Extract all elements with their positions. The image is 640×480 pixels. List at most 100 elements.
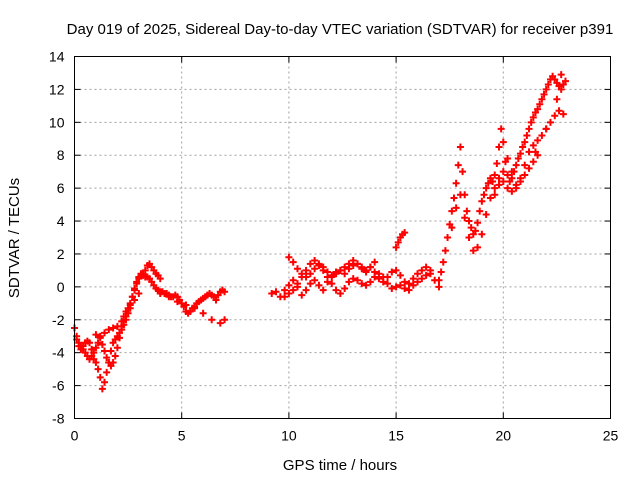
data-point — [504, 171, 512, 179]
data-point — [182, 301, 190, 309]
x-tick-label: 15 — [388, 428, 404, 444]
data-point — [92, 331, 100, 339]
data-point — [465, 217, 473, 225]
data-point — [474, 219, 482, 227]
data-point — [392, 243, 400, 251]
data-point — [525, 164, 533, 172]
y-tick-label: 4 — [57, 213, 65, 229]
data-point — [499, 138, 507, 146]
data-point — [504, 155, 512, 163]
y-tick-label: -8 — [52, 411, 65, 427]
data-point — [508, 187, 516, 195]
data-point — [306, 260, 314, 268]
data-point — [131, 296, 139, 304]
data-point — [534, 136, 542, 144]
data-point — [281, 286, 289, 294]
data-point — [336, 266, 344, 274]
data-point — [422, 263, 430, 271]
data-point — [328, 271, 336, 279]
data-point — [371, 273, 379, 281]
data-point — [452, 179, 460, 187]
data-point — [414, 278, 422, 286]
data-point — [379, 273, 387, 281]
chart-title: Day 019 of 2025, Sidereal Day-to-day VTE… — [67, 21, 614, 38]
data-point — [486, 194, 494, 202]
data-point — [418, 266, 426, 274]
data-point — [107, 347, 115, 355]
data-point — [482, 184, 490, 192]
data-point — [268, 289, 276, 297]
data-point — [173, 298, 181, 306]
tick-labels: 0 5 10 15 20 25 -8 -6 -4 -2 0 2 4 6 8 10 12 14 — [49, 49, 619, 444]
data-point — [311, 257, 319, 265]
x-tick-label: 10 — [281, 428, 297, 444]
x-axis-label: GPS time / hours — [283, 457, 397, 474]
data-point — [109, 359, 117, 367]
data-point — [98, 340, 106, 348]
data-point — [272, 288, 280, 296]
data-point — [86, 339, 94, 347]
data-point — [531, 148, 539, 156]
data-point — [414, 270, 422, 278]
y-tick-label: -6 — [52, 378, 65, 394]
data-point — [349, 275, 357, 283]
x-tick-label: 0 — [71, 428, 79, 444]
data-point — [521, 171, 529, 179]
y-tick-label: 6 — [57, 180, 65, 196]
data-point — [336, 289, 344, 297]
data-point — [216, 319, 224, 327]
data-point — [94, 365, 102, 373]
data-point — [461, 214, 469, 222]
data-point — [484, 179, 492, 187]
data-point — [418, 275, 426, 283]
data-point — [366, 263, 374, 271]
data-point — [512, 181, 520, 189]
data-point — [302, 286, 310, 294]
data-point — [542, 85, 550, 93]
data-point — [345, 278, 353, 286]
data-point — [332, 286, 340, 294]
data-point — [311, 265, 319, 273]
data-point — [478, 230, 486, 238]
data-point — [456, 143, 464, 151]
data-point — [456, 191, 464, 199]
data-point — [504, 184, 512, 192]
data-point — [392, 266, 400, 274]
data-point — [315, 281, 323, 289]
y-tick-label: -4 — [52, 345, 65, 361]
data-point — [341, 263, 349, 271]
data-point — [525, 125, 533, 133]
data-point — [319, 286, 327, 294]
data-point — [534, 105, 542, 113]
data-point — [341, 285, 349, 293]
data-point — [405, 280, 413, 288]
data-point — [306, 270, 314, 278]
data-point — [392, 283, 400, 291]
data-point — [441, 247, 449, 255]
data-point — [101, 378, 109, 386]
data-point — [493, 159, 501, 167]
data-point — [540, 90, 548, 98]
data-point — [111, 352, 119, 360]
data-point — [362, 268, 370, 276]
data-point — [281, 293, 289, 301]
data-point — [384, 280, 392, 288]
data-point — [156, 275, 164, 283]
y-tick-label: 10 — [49, 114, 65, 130]
data-point — [474, 243, 482, 251]
data-point — [328, 280, 336, 288]
y-tick-label: 12 — [49, 81, 65, 97]
data-point — [401, 285, 409, 293]
data-point — [491, 191, 499, 199]
data-point — [103, 368, 111, 376]
data-point — [409, 275, 417, 283]
data-point — [371, 258, 379, 266]
data-point — [521, 138, 529, 146]
data-point — [126, 304, 134, 312]
data-point — [435, 283, 443, 291]
data-point — [298, 270, 306, 278]
grid-lines — [74, 56, 611, 419]
y-tick-label: 2 — [57, 246, 65, 262]
data-point — [499, 168, 507, 176]
